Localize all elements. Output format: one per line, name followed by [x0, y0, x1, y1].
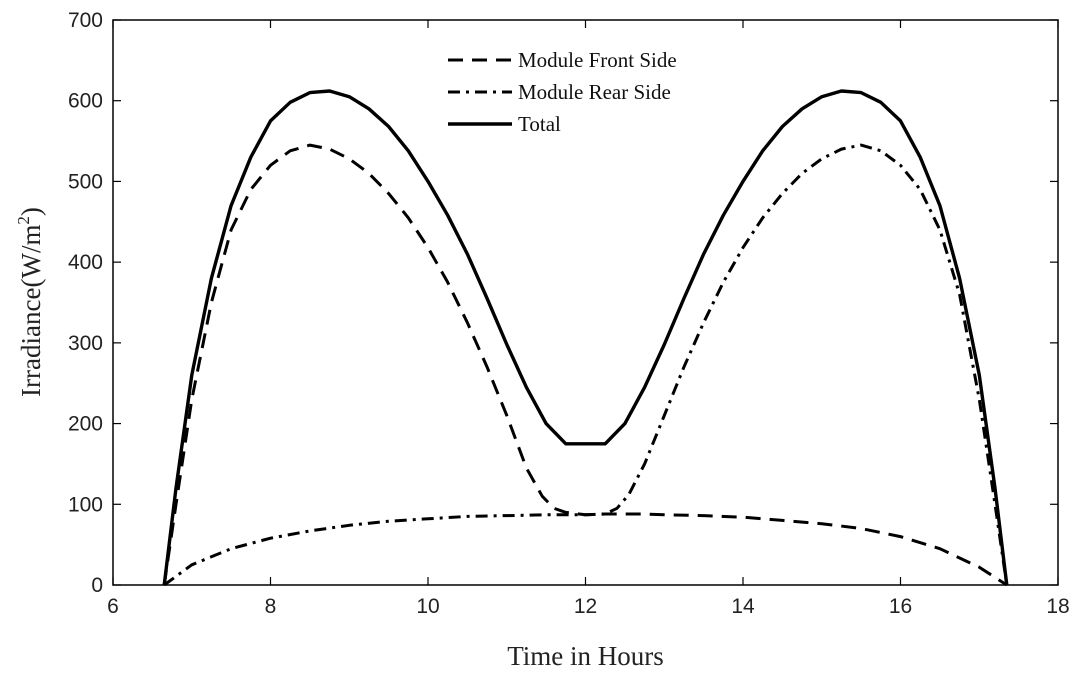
y-tick-label: 500 [68, 170, 103, 193]
y-tick-label: 400 [68, 251, 103, 274]
y-axis-title-superscript: 2 [14, 216, 33, 225]
series-line-3 [162, 89, 1009, 586]
x-tick-label: 10 [416, 595, 439, 618]
legend: Module Front Side Module Rear Side Total [448, 48, 677, 136]
tick-labels-layer: 6 8 10 12 14 16 18 0 100 200 300 400 500 600 700 [68, 9, 1070, 618]
y-tick-label: 600 [68, 90, 103, 113]
legend-label-3: Total [518, 112, 561, 136]
y-axis-title-suffix: ) [16, 207, 46, 216]
y-tick-label: 0 [91, 574, 103, 597]
y-tick-label: 700 [68, 9, 103, 32]
x-tick-label: 14 [731, 595, 755, 618]
y-tick-label: 100 [68, 493, 103, 516]
x-tick-label: 8 [265, 595, 277, 618]
series-line-2 [163, 143, 1009, 587]
series-layer [162, 89, 1009, 587]
x-tick-label: 16 [889, 595, 912, 618]
ticks-layer [112, 19, 1059, 586]
y-axis-title-main: Irradiance(W/m [16, 225, 46, 397]
legend-label-1: Module Front Side [518, 48, 677, 72]
y-axis-title: Irradiance(W/m2) [14, 207, 46, 397]
x-tick-label: 18 [1046, 595, 1069, 618]
y-tick-label: 300 [68, 332, 103, 355]
series-line-1 [162, 143, 1008, 587]
x-axis-title: Time in Hours [507, 641, 664, 671]
legend-label-2: Module Rear Side [518, 80, 671, 104]
x-tick-label: 6 [107, 595, 119, 618]
x-tick-label: 12 [574, 595, 597, 618]
y-tick-label: 200 [68, 413, 103, 436]
